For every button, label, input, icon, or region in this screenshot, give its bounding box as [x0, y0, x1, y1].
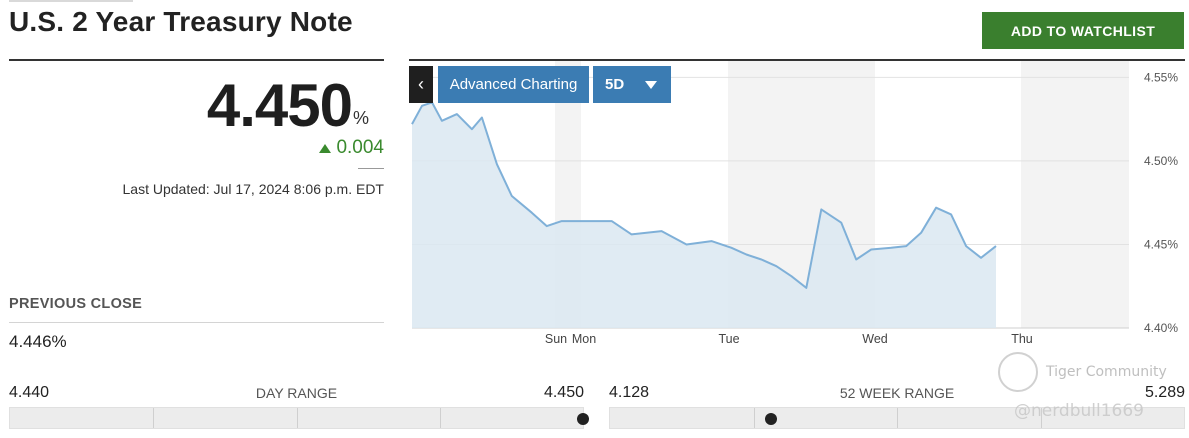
week52-range-marker	[764, 413, 777, 425]
week52-range-high: 5.289	[1144, 384, 1185, 401]
chart-divider	[409, 59, 1185, 61]
y-tick-label: 4.45%	[1144, 237, 1178, 251]
change-underline	[358, 168, 384, 169]
y-tick-label: 4.55%	[1144, 70, 1178, 84]
period-select[interactable]: 5D	[593, 66, 671, 103]
page-title: U.S. 2 Year Treasury Note	[9, 6, 353, 37]
watermark-name: Tiger Community	[1046, 364, 1167, 380]
caret-down-icon	[645, 81, 657, 89]
x-tick-label: Thu	[1011, 332, 1033, 346]
day-range-marker	[577, 413, 589, 425]
range-segment	[153, 408, 155, 428]
day-range: 4.440 DAY RANGE 4.450	[9, 384, 589, 432]
day-range-high: 4.450	[543, 384, 584, 401]
quote-change: 0.004	[319, 137, 384, 159]
tiger-logo-icon	[998, 352, 1038, 392]
range-segment	[296, 408, 298, 428]
range-segment	[897, 408, 898, 428]
series-line	[411, 101, 997, 289]
advanced-charting-button[interactable]: Advanced Charting	[438, 66, 589, 103]
range-segment	[439, 408, 441, 428]
chevron-left-icon[interactable]: ‹	[409, 66, 433, 103]
series-area	[412, 102, 996, 329]
quote-value: 4.450	[206, 72, 353, 139]
previous-close-label: PREVIOUS CLOSE	[9, 296, 143, 312]
x-tick-label: Sun	[545, 332, 567, 346]
y-tick-label: 4.50%	[1144, 154, 1178, 168]
previous-close-value: 4.446%	[9, 332, 67, 351]
add-to-watchlist-button[interactable]: ADD TO WATCHLIST	[982, 12, 1184, 49]
last-updated: Last Updated: Jul 17, 2024 8:06 p.m. EDT	[122, 181, 385, 197]
x-tick-label: Tue	[718, 332, 739, 346]
quote-price: 4.450 %	[207, 74, 369, 138]
week52-range-bar	[609, 407, 1185, 429]
x-tick-label: Mon	[572, 332, 596, 346]
price-chart[interactable]: 4.55% 4.50% 4.45% 4.40% Sun Mon Tue Wed Thu	[409, 61, 1189, 351]
day-range-low: 4.440	[9, 384, 50, 401]
up-arrow-icon	[319, 143, 332, 153]
price-chart-svg: 4.55% 4.50% 4.45% 4.40% Sun Mon Tue Wed Thu	[411, 61, 1178, 346]
range-segment	[1040, 408, 1042, 428]
day-range-label: DAY RANGE	[255, 385, 338, 401]
week52-range: 4.128 52 WEEK RANGE 5.289	[609, 384, 1185, 432]
quote-change-value: 0.004	[336, 137, 384, 158]
title-divider	[9, 59, 384, 61]
session-band	[1021, 61, 1129, 328]
day-range-bar	[9, 407, 589, 429]
x-tick-label: Wed	[862, 332, 888, 346]
watermark-handle: @nerdbull1669	[1014, 401, 1144, 421]
range-segment	[753, 408, 755, 428]
period-select-value: 5D	[605, 76, 625, 93]
week52-range-label: 52 WEEK RANGE	[839, 385, 955, 401]
week52-range-low: 4.128	[609, 384, 650, 401]
y-tick-label: 4.40%	[1144, 321, 1178, 335]
quote-unit: %	[352, 108, 369, 128]
top-decor-rule	[9, 0, 133, 2]
previous-close-divider	[9, 322, 384, 323]
